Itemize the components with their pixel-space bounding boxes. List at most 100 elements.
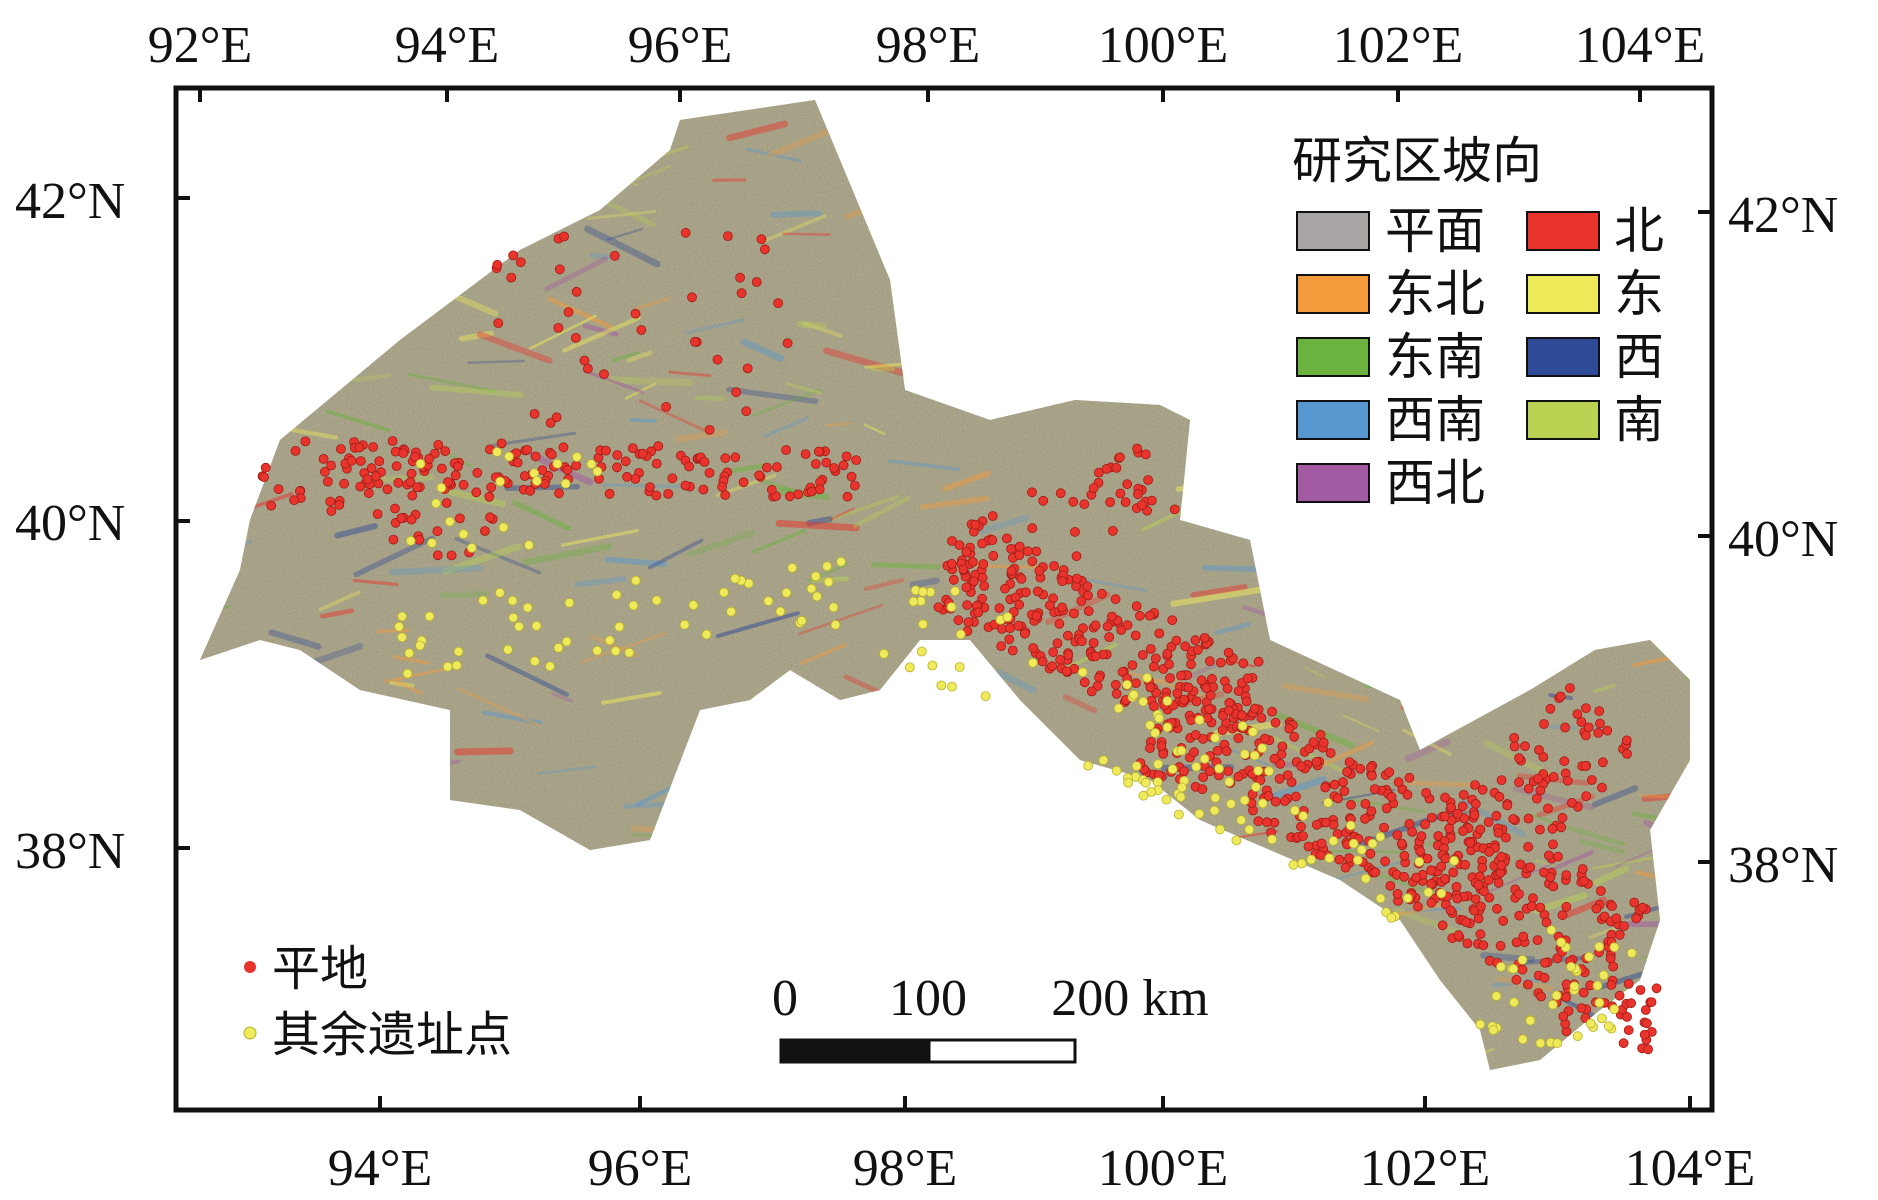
other-site-dot bbox=[1167, 764, 1178, 775]
flat-site-dot bbox=[988, 550, 999, 561]
aspect-streak bbox=[215, 779, 249, 792]
aspect-streak bbox=[790, 931, 829, 940]
flat-site-dot bbox=[1591, 903, 1602, 914]
aspect-streak bbox=[936, 238, 1001, 270]
other-site-dot bbox=[1214, 763, 1224, 774]
aspect-streak bbox=[704, 1017, 752, 1026]
other-site-dot bbox=[466, 543, 477, 553]
flat-site-dot bbox=[958, 564, 969, 575]
flat-site-dot bbox=[1115, 488, 1126, 499]
flat-site-dot bbox=[1259, 733, 1270, 744]
flat-site-dot bbox=[1111, 688, 1122, 699]
flat-site-dot bbox=[1133, 489, 1143, 500]
other-site-dot bbox=[679, 619, 690, 630]
flat-site-dot bbox=[1222, 683, 1233, 694]
site-dots bbox=[257, 227, 1662, 1055]
other-site-dot bbox=[1199, 753, 1210, 764]
flat-site-dot bbox=[1607, 901, 1617, 911]
aspect-streak bbox=[1405, 780, 1480, 788]
flat-site-dot bbox=[1083, 606, 1094, 616]
flat-site-dot bbox=[579, 355, 590, 366]
aspect-streak bbox=[727, 462, 769, 474]
flat-site-dot bbox=[1221, 746, 1232, 756]
other-site-dot bbox=[1128, 690, 1139, 700]
aspect-streak bbox=[1273, 908, 1364, 925]
aspect-streak bbox=[640, 839, 674, 860]
aspect-streak bbox=[1095, 210, 1154, 232]
other-site-dot bbox=[918, 619, 928, 630]
flat-site-dot bbox=[1047, 661, 1057, 671]
other-site-dot bbox=[1496, 962, 1506, 972]
flat-site-dot bbox=[1608, 961, 1619, 972]
flat-site-dot bbox=[1523, 813, 1534, 824]
aspect-streak bbox=[928, 757, 974, 763]
aspect-streak bbox=[582, 369, 645, 394]
flat-site-dot bbox=[1557, 910, 1568, 921]
flat-site-dot bbox=[1458, 789, 1469, 800]
flat-site-dot bbox=[1135, 610, 1145, 621]
flat-site-dot bbox=[1369, 784, 1380, 794]
flat-site-dot bbox=[1445, 905, 1456, 916]
aspect-streak bbox=[392, 655, 431, 665]
flat-site-dot bbox=[406, 514, 417, 525]
aspect-streak bbox=[624, 382, 656, 400]
aspect-streak bbox=[375, 628, 411, 634]
aspect-streak bbox=[643, 901, 711, 921]
flat-site-dot bbox=[821, 457, 832, 468]
aspect-streak bbox=[1549, 724, 1604, 732]
aspect-streak bbox=[384, 665, 456, 683]
aspect-streak bbox=[1190, 584, 1248, 599]
aspect-streak bbox=[318, 590, 361, 612]
flat-site-dot bbox=[1462, 938, 1473, 949]
other-site-dot bbox=[1517, 1034, 1528, 1045]
scale-bar: 0 100 200 km bbox=[772, 970, 1209, 1064]
aspect-streak bbox=[622, 800, 707, 809]
other-site-dot bbox=[442, 661, 453, 672]
flat-site-dot bbox=[366, 463, 377, 474]
other-site-dot bbox=[1594, 941, 1605, 952]
flat-site-dot bbox=[571, 286, 582, 297]
flat-site-dot bbox=[1637, 902, 1648, 913]
other-site-dot bbox=[1209, 805, 1220, 816]
flat-site-dot bbox=[1492, 903, 1502, 914]
flat-site-dot bbox=[260, 462, 271, 473]
flat-site-dot bbox=[1535, 785, 1546, 796]
other-site-dot bbox=[545, 661, 555, 672]
flat-site-dot bbox=[1626, 998, 1636, 1009]
flat-site-dot bbox=[1495, 940, 1506, 951]
flat-site-dot bbox=[1263, 791, 1274, 801]
flat-site-dot bbox=[948, 574, 959, 585]
aspect-streak bbox=[602, 483, 682, 489]
other-site-dot bbox=[1162, 696, 1173, 706]
other-site-dot bbox=[1594, 997, 1605, 1008]
lat-label-left: 38°N bbox=[15, 823, 125, 880]
flat-site-dot bbox=[1465, 838, 1476, 848]
flat-site-dot bbox=[1223, 647, 1234, 658]
other-site-dot bbox=[498, 522, 509, 533]
aspect-streak bbox=[925, 337, 971, 357]
flat-site-dot bbox=[1651, 983, 1662, 994]
flat-site-dot bbox=[1199, 633, 1210, 643]
flat-site-dot bbox=[1360, 799, 1371, 809]
other-site-dot bbox=[1535, 1038, 1546, 1049]
other-site-dot bbox=[1231, 835, 1242, 846]
flat-site-dot bbox=[1137, 500, 1147, 511]
aspect-streak bbox=[522, 543, 613, 566]
other-site-dot bbox=[1251, 782, 1261, 792]
other-site-dot bbox=[1345, 820, 1356, 831]
aspect-streak bbox=[782, 232, 831, 236]
other-site-dot bbox=[936, 680, 947, 691]
flat-site-dot bbox=[1602, 725, 1613, 736]
other-site-dot bbox=[1517, 955, 1528, 965]
flat-site-dot bbox=[1426, 865, 1436, 876]
flat-site-dot bbox=[1473, 880, 1484, 890]
flat-site-dot bbox=[571, 460, 582, 471]
aspect-streak bbox=[1684, 607, 1690, 622]
other-site-dot bbox=[1226, 799, 1236, 809]
flat-site-dot bbox=[1204, 704, 1214, 715]
flat-site-dot bbox=[1562, 775, 1573, 786]
other-site-dot bbox=[404, 648, 415, 658]
flat-site-dot bbox=[1416, 831, 1427, 841]
aspect-streak bbox=[745, 147, 802, 163]
other-site-dot bbox=[1191, 761, 1202, 772]
